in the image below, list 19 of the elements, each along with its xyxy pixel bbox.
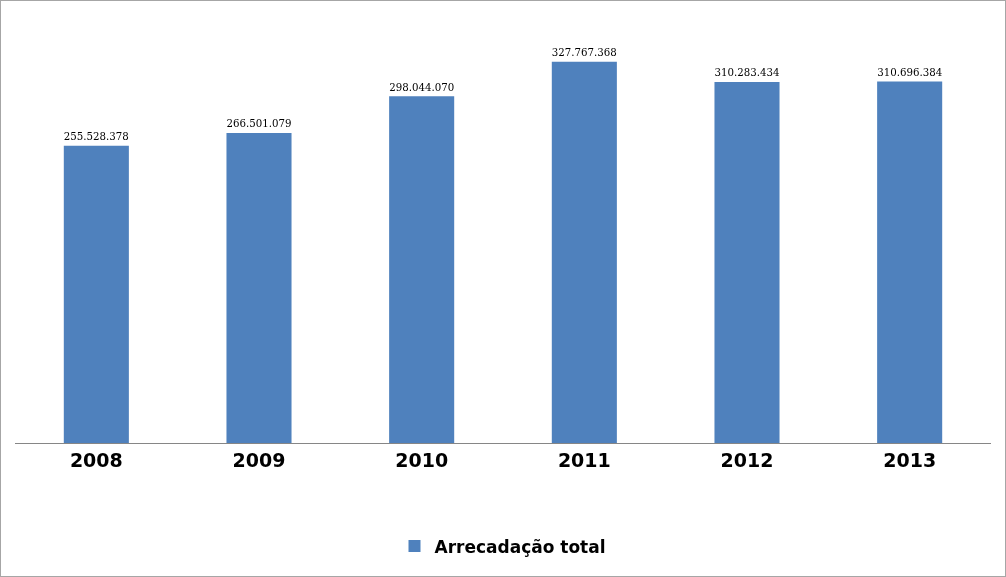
bar (226, 133, 292, 443)
x-tick-label: 2008 (69, 448, 123, 471)
x-tick-label: 2011 (557, 448, 611, 471)
bar (714, 82, 780, 443)
bar (551, 61, 617, 443)
legend-label: Arrecadação total (434, 536, 606, 557)
data-label: 327.767.368 (551, 47, 617, 59)
data-label: 255.528.378 (63, 131, 129, 143)
x-tick-label: 2013 (883, 448, 937, 471)
data-label: 266.501.079 (226, 118, 292, 130)
data-label: 310.696.384 (877, 66, 943, 78)
data-label: 310.283.434 (714, 67, 780, 79)
data-label: 298.044.070 (389, 81, 455, 93)
x-tick-label: 2009 (232, 448, 286, 471)
bar (389, 96, 455, 443)
x-tick-label: 2012 (720, 448, 774, 471)
x-tick-label: 2010 (395, 448, 449, 471)
bar (63, 145, 129, 443)
bar (877, 81, 943, 443)
